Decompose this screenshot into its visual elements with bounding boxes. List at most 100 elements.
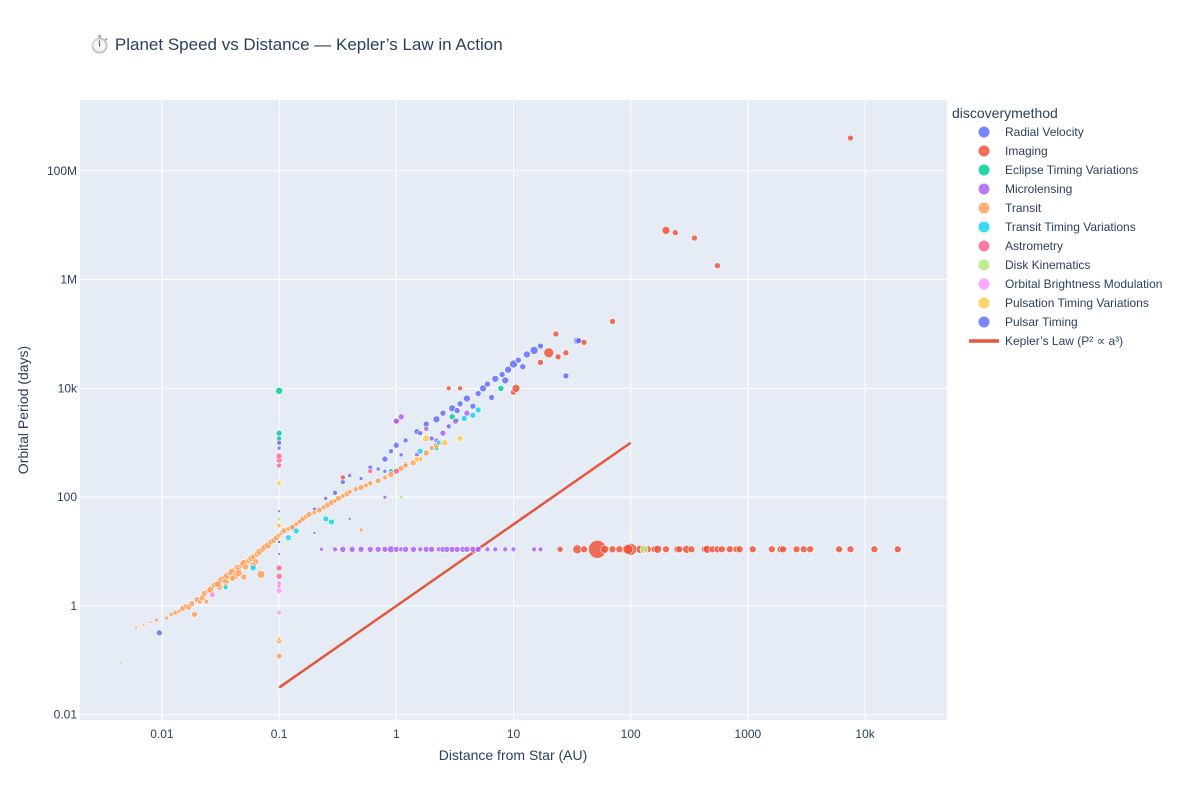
data-point[interactable] [416,447,424,455]
legend-item[interactable]: Kepler’s Law (P² ∝ a³) [969,334,1123,348]
data-point[interactable] [203,598,210,605]
data-point[interactable] [675,545,684,554]
data-point[interactable] [562,349,570,357]
data-point[interactable] [554,353,562,361]
data-point[interactable] [398,452,404,458]
data-point[interactable] [445,423,452,430]
data-point[interactable] [352,486,359,492]
data-point[interactable] [381,455,389,463]
data-point[interactable] [156,629,163,637]
data-point[interactable] [893,545,902,554]
data-point[interactable] [687,545,696,554]
legend-item[interactable]: Orbital Brightness Modulation [978,277,1163,291]
data-point[interactable] [847,134,854,142]
data-point[interactable] [428,445,435,451]
data-point[interactable] [432,415,441,424]
data-point[interactable] [792,545,801,554]
data-point[interactable] [453,407,461,414]
data-point[interactable] [312,531,317,535]
data-point[interactable] [402,545,409,553]
data-point[interactable] [457,385,463,392]
data-point[interactable] [453,545,461,553]
data-point[interactable] [276,445,282,451]
data-point[interactable] [600,544,609,554]
data-point[interactable] [346,489,353,495]
data-point[interactable] [718,545,726,554]
data-point[interactable] [315,506,323,514]
data-point[interactable] [382,468,388,474]
data-point[interactable] [374,477,382,485]
data-point[interactable] [662,545,670,554]
data-point[interactable] [653,544,663,554]
data-point[interactable] [375,466,381,472]
data-point[interactable] [382,474,388,481]
data-point[interactable] [423,426,430,432]
data-point[interactable] [870,545,879,554]
data-point[interactable] [387,471,395,478]
data-point[interactable] [276,636,282,641]
data-point[interactable] [463,394,471,403]
data-point[interactable] [562,372,570,380]
data-point[interactable] [311,509,318,516]
data-point[interactable] [367,480,374,487]
data-point[interactable] [141,623,146,627]
data-point[interactable] [422,449,430,457]
data-point[interactable] [537,546,544,553]
data-point[interactable] [806,545,814,554]
data-point[interactable] [484,380,491,388]
data-point[interactable] [609,318,616,325]
data-point[interactable] [275,573,283,580]
data-point[interactable] [800,545,808,554]
data-point[interactable] [580,545,588,554]
data-point[interactable] [328,518,335,526]
data-point[interactable] [509,359,518,369]
data-point[interactable] [608,545,617,554]
data-point[interactable] [332,546,338,553]
data-point[interactable] [285,534,292,541]
data-point[interactable] [382,494,388,500]
data-point[interactable] [191,611,198,618]
data-point[interactable] [357,545,365,553]
data-point[interactable] [242,563,250,571]
data-point[interactable] [249,564,257,572]
data-point[interactable] [552,330,560,338]
data-point[interactable] [622,543,634,555]
data-point[interactable] [229,575,236,582]
data-point[interactable] [277,540,281,544]
data-point[interactable] [393,417,400,425]
data-point[interactable] [748,545,757,554]
data-point[interactable] [397,413,405,421]
legend-item[interactable]: Pulsar Timing [978,315,1078,329]
data-point[interactable] [276,439,282,446]
data-point[interactable] [779,545,787,554]
data-point[interactable] [439,409,447,417]
data-point[interactable] [556,545,564,553]
data-point[interactable] [422,434,431,443]
data-point[interactable] [474,390,482,397]
data-point[interactable] [413,455,421,463]
data-point[interactable] [474,406,482,414]
data-point[interactable] [367,545,374,553]
data-point[interactable] [463,409,471,417]
data-point[interactable] [417,546,424,553]
data-point[interactable] [347,473,352,478]
legend-item[interactable]: Eclipse Timing Variations [978,163,1139,177]
data-point[interactable] [393,467,400,475]
data-point[interactable] [768,545,776,554]
data-point[interactable] [714,262,721,269]
legend-item[interactable]: Transit [978,201,1042,215]
data-point[interactable] [276,522,282,529]
data-point[interactable] [388,448,394,454]
data-point[interactable] [515,356,522,364]
data-point[interactable] [441,439,449,447]
data-point[interactable] [275,564,283,572]
data-point[interactable] [519,363,527,371]
data-point[interactable] [456,435,464,442]
data-point[interactable] [452,417,459,425]
data-point[interactable] [188,600,196,607]
data-point[interactable] [381,545,389,553]
data-point[interactable] [339,545,347,553]
data-point[interactable] [358,476,364,481]
data-point[interactable] [275,387,283,395]
data-point[interactable] [148,620,153,625]
